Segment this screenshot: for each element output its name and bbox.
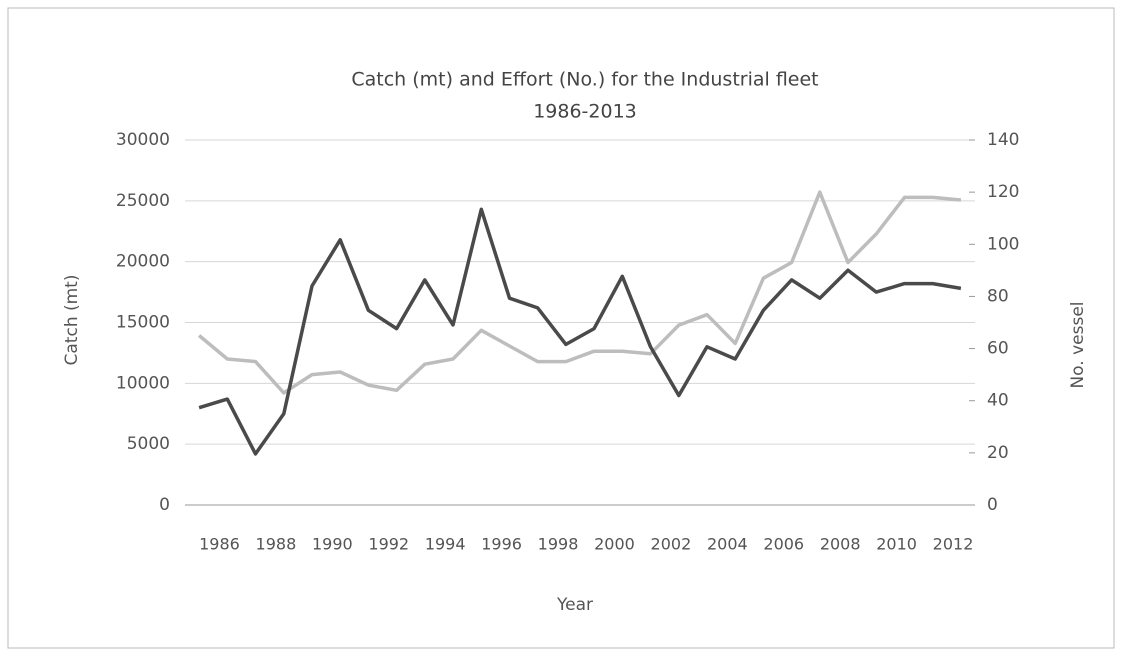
x-tick-label: 2012 bbox=[933, 535, 974, 554]
x-tick-label: 1998 bbox=[538, 535, 579, 554]
chart-subtitle: 1986-2013 bbox=[533, 101, 637, 123]
x-tick-label: 2008 bbox=[820, 535, 861, 554]
x-tick-label: 2002 bbox=[651, 535, 692, 554]
y-axis-title: Catch (mt) bbox=[62, 275, 82, 366]
y2-tick-label: 120 bbox=[987, 182, 1019, 202]
y-tick-label: 30000 bbox=[116, 130, 170, 150]
x-tick-label: 1990 bbox=[312, 535, 353, 554]
y2-axis-title: No. vessel bbox=[1068, 301, 1088, 388]
y2-tick-label: 80 bbox=[987, 286, 1009, 306]
y2-tick-label: 0 bbox=[987, 495, 998, 515]
y-tick-label: 0 bbox=[159, 495, 170, 515]
x-tick-label: 2010 bbox=[876, 535, 917, 554]
y-tick-label: 20000 bbox=[116, 252, 170, 272]
y2-tick-label: 20 bbox=[987, 443, 1009, 463]
y-tick-label: 10000 bbox=[116, 373, 170, 393]
x-tick-label: 1986 bbox=[199, 535, 240, 554]
y2-tick-label: 60 bbox=[987, 339, 1009, 359]
x-tick-label: 1992 bbox=[368, 535, 409, 554]
y-tick-label: 15000 bbox=[116, 313, 170, 333]
x-tick-label: 1996 bbox=[481, 535, 522, 554]
data-line bbox=[198, 207, 962, 456]
y-tick-label: 25000 bbox=[116, 191, 170, 211]
y2-tick-label: 40 bbox=[987, 391, 1009, 411]
x-tick-label: 1988 bbox=[256, 535, 297, 554]
chart-title: Catch (mt) and Effort (No.) for the Indu… bbox=[351, 69, 818, 91]
x-tick-label: 1994 bbox=[425, 535, 466, 554]
y-tick-label: 5000 bbox=[127, 434, 170, 454]
x-tick-label: 2000 bbox=[594, 535, 635, 554]
data-line bbox=[197, 190, 962, 395]
x-tick-label: 2004 bbox=[707, 535, 748, 554]
x-axis-title: Year bbox=[556, 595, 593, 615]
y2-tick-label: 100 bbox=[987, 234, 1019, 254]
y2-tick-label: 140 bbox=[987, 130, 1019, 150]
chart-frame bbox=[7, 7, 1115, 649]
x-tick-label: 2006 bbox=[763, 535, 804, 554]
